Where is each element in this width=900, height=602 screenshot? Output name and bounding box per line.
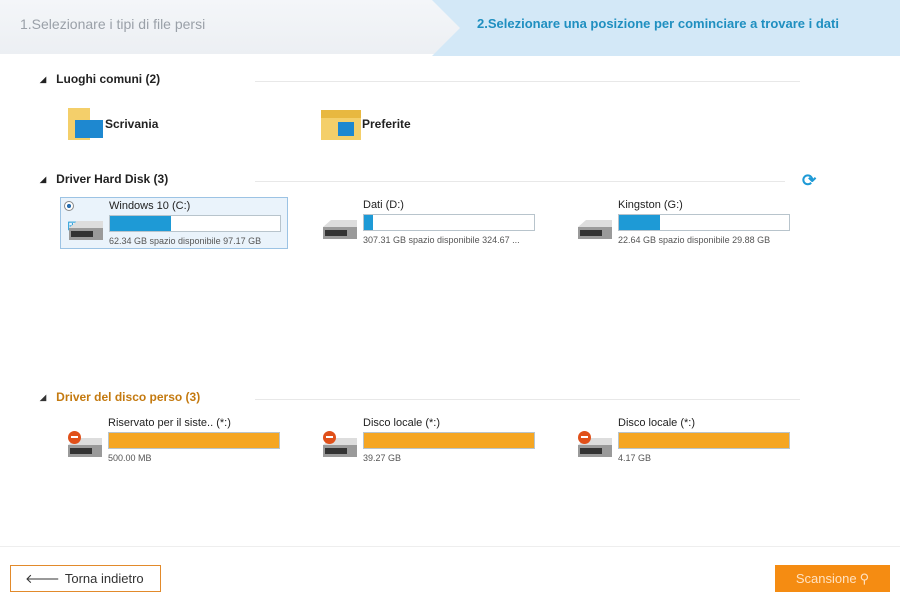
arrow-left-icon: 🡐 [25,570,60,586]
drive-usage-bar [108,432,280,449]
collapse-icon: ◢ [40,174,47,184]
drive-item[interactable]: Kingston (G:) 22.64 GB spazio disponibile… [570,197,798,249]
drive-info: 307.31 GB spazio disponibile 324.67 ... [363,235,520,245]
divider [255,399,800,400]
divider [0,546,900,547]
wizard-steps: 1.Selezionare i tipi di file persi 2.Sel… [0,0,900,56]
hard-drive-icon [69,221,103,240]
drive-name: Riservato per il siste.. (*:) [108,417,231,429]
drive-usage-fill [364,215,373,230]
drive-name: Disco locale (*:) [363,417,441,429]
drive-usage-bar [618,432,790,449]
drive-name: Kingston (G:) [618,199,683,211]
collapse-icon: ◢ [40,392,47,402]
search-icon: ⚲ [859,570,870,586]
drive-item[interactable]: ⊞Windows 10 (C:)62.34 GB spazio disponib… [60,197,288,249]
hard-drive-icon [578,220,612,239]
drive-usage-bar [618,214,790,231]
drive-name: Disco locale (*:) [618,417,696,429]
step-2-active: 2.Selezionare una posizione per comincia… [432,0,900,56]
drive-usage-bar [363,214,535,231]
drive-item[interactable]: Disco locale (*:) 4.17 GB [570,415,798,467]
drive-info: 22.64 GB spazio disponibile 29.88 GB [618,235,771,245]
back-button[interactable]: 🡐 Torna indietro [10,565,161,592]
desktop-folder-icon [68,108,103,140]
lost-drive-icon [578,431,591,444]
section-title: Driver Hard Disk (3) [56,172,169,186]
section-hard-disks[interactable]: ◢ Driver Hard Disk (3) [40,172,168,186]
section-title: Luoghi comuni (2) [56,72,161,86]
drive-usage-fill [109,433,279,448]
location-label: Scrivania [105,117,159,131]
section-common-places[interactable]: ◢ Luoghi comuni (2) [40,72,160,86]
drive-item[interactable]: Disco locale (*:) 39.27 GB [315,415,543,467]
drive-usage-bar [363,432,535,449]
location-favorites[interactable]: Preferite [320,106,411,142]
drive-item[interactable]: Riservato per il siste.. (*:) 500.00 MB [60,415,288,467]
radio-selected-icon[interactable] [64,201,74,211]
drive-usage-fill [619,433,789,448]
drive-usage-bar [109,215,281,232]
drive-usage-fill [364,433,534,448]
drive-info: 500.00 MB [108,453,152,463]
step-2-label: 2.Selezionare una posizione per comincia… [477,16,839,31]
section-title: Driver del disco perso (3) [56,390,201,404]
step-1[interactable]: 1.Selezionare i tipi di file persi [20,16,206,32]
favorites-folder-icon [321,110,361,140]
drive-name: Dati (D:) [363,199,404,211]
location-desktop[interactable]: Scrivania [67,106,158,142]
divider [255,181,785,182]
drive-usage-fill [110,216,172,231]
divider [255,81,800,82]
scan-button[interactable]: Scansione ⚲ [775,565,890,592]
drive-item[interactable]: Dati (D:) 307.31 GB spazio disponibile 32… [315,197,543,249]
hard-drive-icon [323,220,357,239]
lost-drive-icon [323,431,336,444]
drive-info: 62.34 GB spazio disponibile 97.17 GB [109,236,262,246]
refresh-icon[interactable]: ⟳ [802,171,817,190]
drive-usage-fill [619,215,660,230]
lost-drive-icon [68,431,81,444]
location-label: Preferite [362,117,411,131]
drive-info: 39.27 GB [363,453,402,463]
back-label: Torna indietro [64,571,144,586]
collapse-icon: ◢ [40,74,47,84]
section-lost-drives[interactable]: ◢ Driver del disco perso (3) [40,390,200,404]
drive-info: 4.17 GB [618,453,652,463]
scan-label: Scansione [795,571,857,586]
drive-name: Windows 10 (C:) [109,200,191,212]
